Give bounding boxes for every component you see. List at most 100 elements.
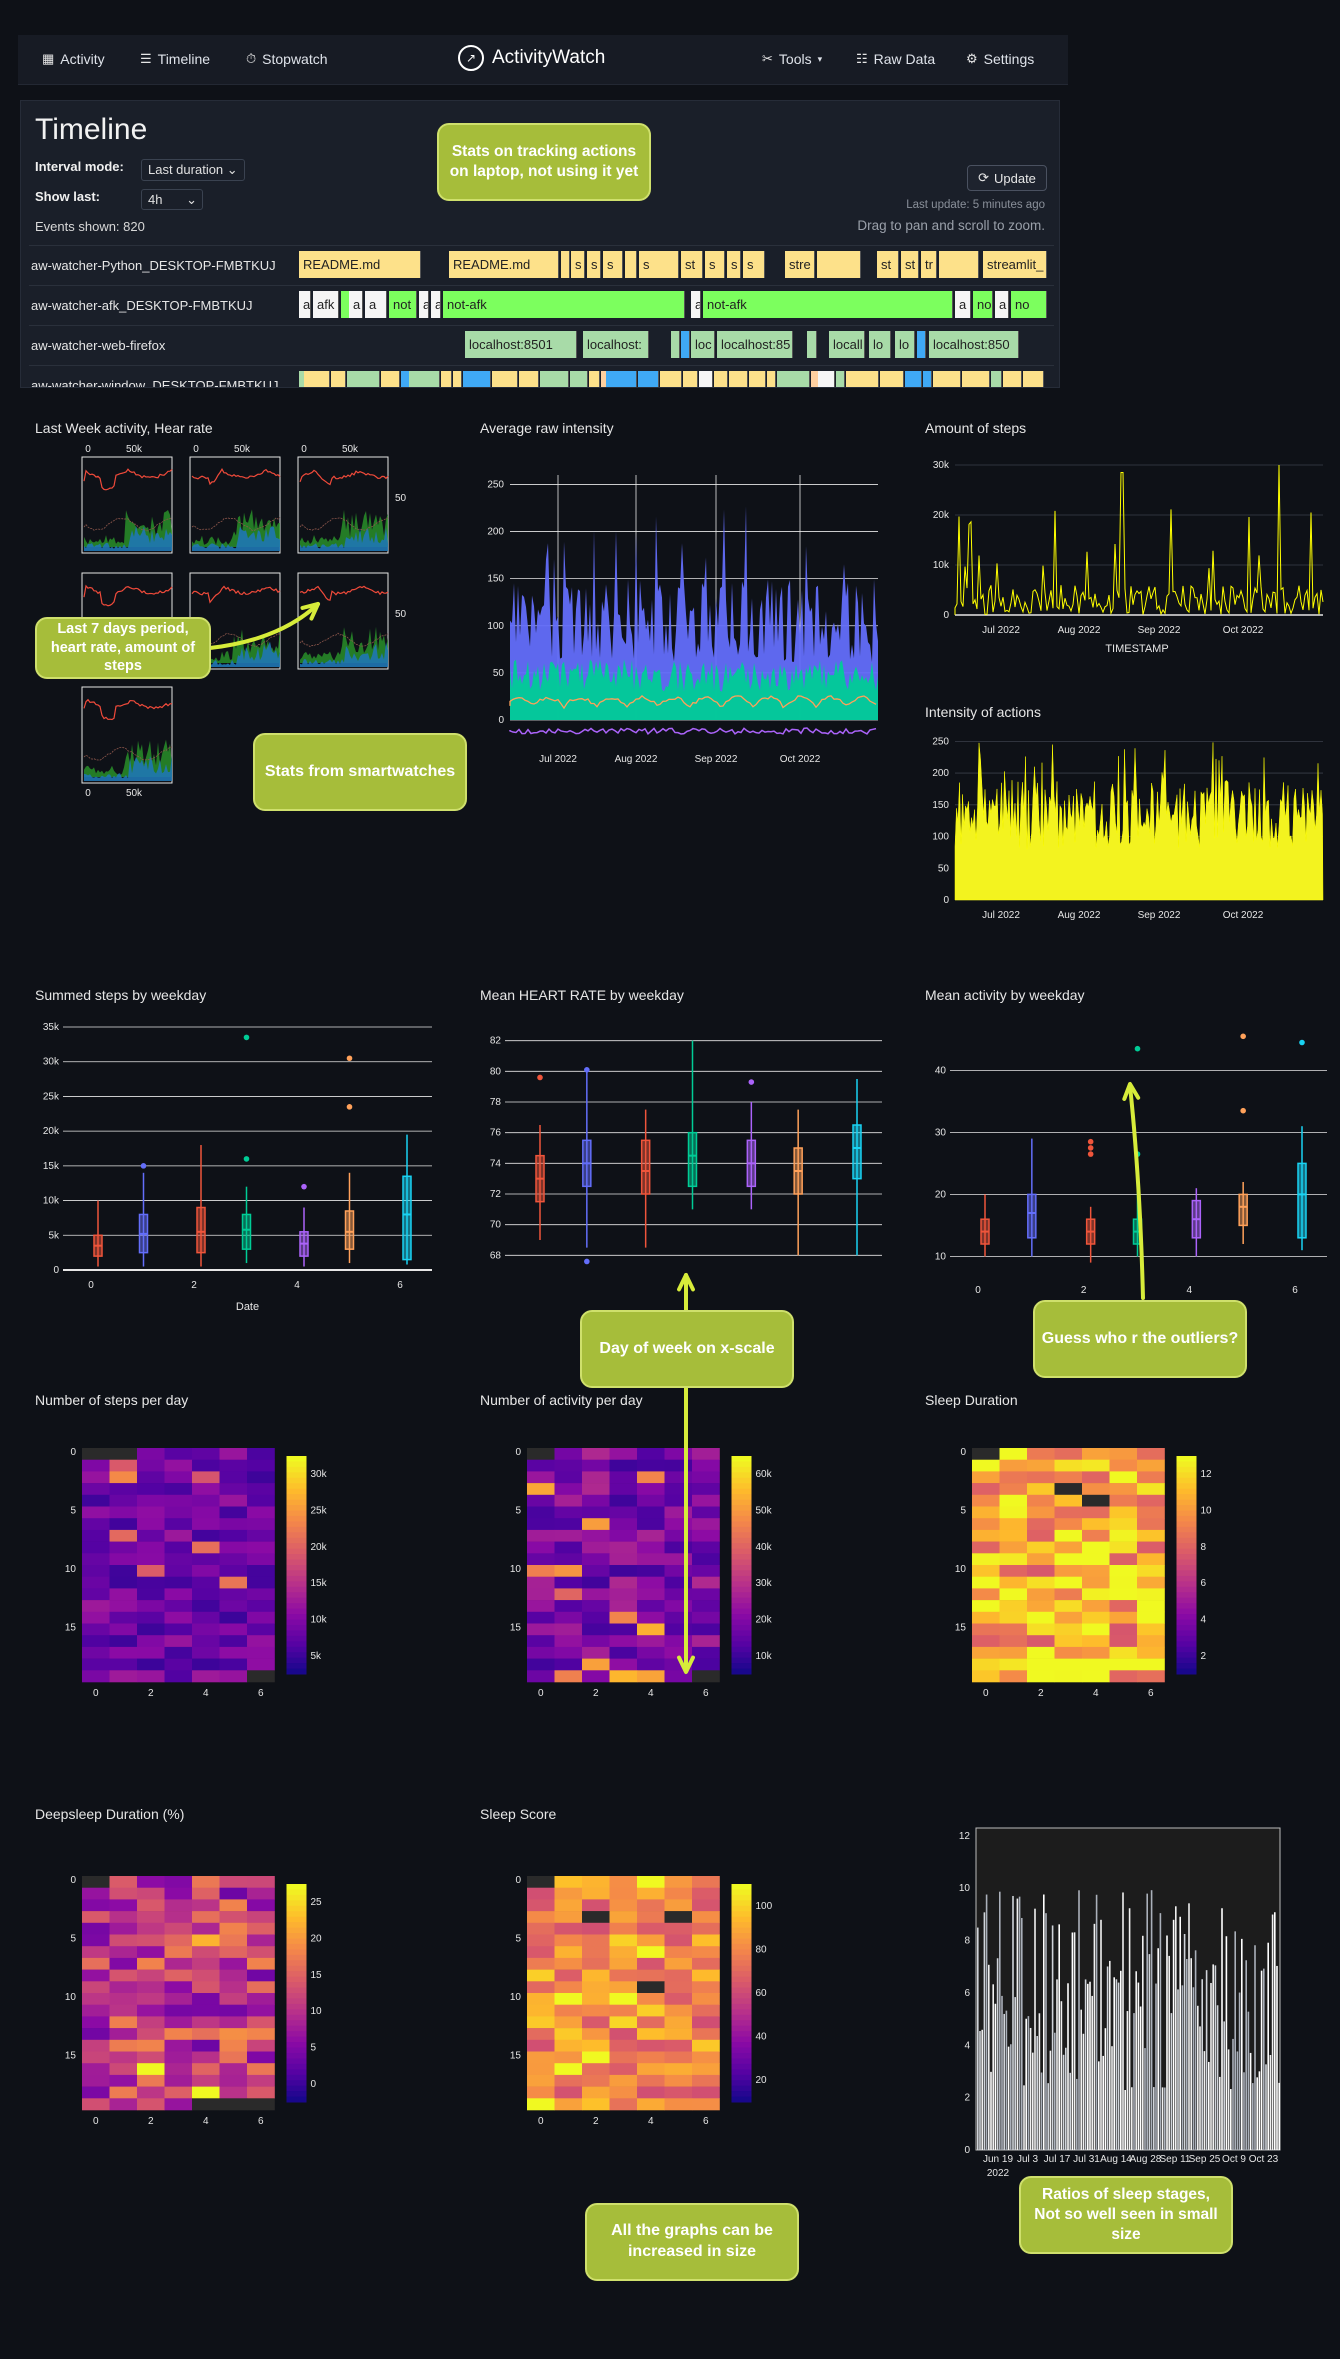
timeline-event[interactable]: a xyxy=(365,291,387,318)
timeline-event[interactable]: loc xyxy=(691,331,715,358)
nav-timeline[interactable]: ☰ Timeline xyxy=(140,51,210,67)
timeline-event[interactable] xyxy=(807,331,817,358)
timeline-event[interactable]: a xyxy=(955,291,971,318)
timeline-event[interactable] xyxy=(681,331,690,358)
summed-steps-boxplot[interactable]: 0 5k 10k 15k 20k 25k 30k 35k 0 2 4 6 Date xyxy=(30,1005,440,1325)
timeline-event[interactable]: s xyxy=(639,251,679,278)
timeline-event[interactable]: s xyxy=(743,251,765,278)
timeline-event[interactable]: s xyxy=(705,251,725,278)
timeline-event[interactable] xyxy=(625,251,637,278)
timeline-event[interactable]: st xyxy=(681,251,703,278)
timeline-event[interactable] xyxy=(1003,371,1022,387)
timeline-event[interactable] xyxy=(729,371,748,387)
timeline-event[interactable] xyxy=(880,371,904,387)
timeline-event[interactable] xyxy=(1023,371,1044,387)
timeline-event[interactable]: lo xyxy=(869,331,891,358)
timeline-event[interactable]: s xyxy=(603,251,623,278)
mean-activity-boxplot[interactable]: 102030400246Date xyxy=(915,1005,1335,1325)
timeline-event[interactable] xyxy=(409,371,440,387)
timeline-event[interactable]: tr xyxy=(921,251,937,278)
timeline-track[interactable]: localhost:8501 localhost: loc localhost:85 l… xyxy=(299,329,1051,361)
timeline-event[interactable] xyxy=(638,371,659,387)
timeline-event[interactable] xyxy=(561,251,570,278)
timeline-event[interactable]: streamlit_ xyxy=(983,251,1047,278)
timeline-event[interactable]: st xyxy=(877,251,899,278)
nav-stopwatch[interactable]: ⏱ Stopwatch xyxy=(246,51,328,67)
timeline-event[interactable] xyxy=(540,371,569,387)
timeline-event[interactable] xyxy=(492,371,518,387)
timeline-event[interactable] xyxy=(570,371,588,387)
nav-tools[interactable]: ✂ Tools ▾ xyxy=(762,51,822,67)
timeline-event[interactable] xyxy=(818,371,835,387)
timeline-event[interactable]: lo xyxy=(895,331,915,358)
timeline-event[interactable]: s xyxy=(727,251,741,278)
sleep-duration-heatmap[interactable]: 0 5 10 15 0 2 4 6 2 4 6 8 10 12 xyxy=(930,1430,1340,1710)
timeline-event[interactable] xyxy=(846,371,879,387)
intensity-of-actions-chart[interactable]: 0 50 100 150 200 250 Jul 2022 Aug 2022 Sep 2022 O… xyxy=(915,725,1335,930)
sleep-stages-ratio-chart[interactable]: 0 2 4 6 8 10 12 Jun 19 Jul 3 Jul 17 Jul 31 Aug 14Au… xyxy=(930,1820,1290,2180)
timeline-event[interactable]: localhost: xyxy=(583,331,649,358)
timeline-event[interactable] xyxy=(933,371,961,387)
timeline-event[interactable]: stre xyxy=(785,251,815,278)
timeline-event[interactable]: s xyxy=(587,251,601,278)
timeline-event[interactable] xyxy=(967,371,990,387)
timeline-track[interactable] xyxy=(299,369,1051,387)
timeline-event[interactable] xyxy=(606,371,637,387)
timeline-event[interactable]: a xyxy=(299,291,311,318)
timeline-event[interactable] xyxy=(714,371,728,387)
timeline-event[interactable]: README.md xyxy=(449,251,559,278)
timeline-event[interactable]: st xyxy=(901,251,919,278)
timeline-event[interactable]: README.md xyxy=(299,251,421,278)
timeline-event[interactable] xyxy=(671,331,680,358)
timeline-event[interactable] xyxy=(939,251,979,278)
nav-raw-data[interactable]: ☷ Raw Data xyxy=(856,51,935,67)
nav-activity[interactable]: ▦ Activity xyxy=(42,51,105,67)
interval-mode-select[interactable]: Last duration ⌄ xyxy=(141,159,245,181)
timeline-event[interactable]: no xyxy=(1011,291,1047,318)
activity-per-day-heatmap[interactable]: 0 5 10 15 0 2 4 6 10k 20k 30k 40k 50k 60k xyxy=(485,1430,895,1710)
timeline-event[interactable] xyxy=(917,331,926,358)
timeline-event[interactable]: localhost:8501 xyxy=(465,331,577,358)
timeline-track[interactable]: README.md README.md s s s s st s s s stre st st tr str… xyxy=(299,249,1051,281)
timeline-event[interactable]: afk xyxy=(313,291,339,318)
timeline-event[interactable] xyxy=(905,371,922,387)
timeline-event[interactable] xyxy=(660,371,682,387)
timeline-event[interactable] xyxy=(441,371,452,387)
timeline-event[interactable] xyxy=(589,371,600,387)
timeline-event[interactable] xyxy=(777,371,810,387)
timeline-event[interactable]: locall xyxy=(829,331,865,358)
timeline-event[interactable]: a xyxy=(995,291,1009,318)
timeline-event[interactable] xyxy=(381,371,400,387)
timeline-event[interactable] xyxy=(836,371,845,387)
timeline-event[interactable] xyxy=(331,371,346,387)
timeline-event[interactable] xyxy=(991,371,1002,387)
timeline-event[interactable]: localhost:850 xyxy=(929,331,1019,358)
mean-heart-rate-boxplot[interactable]: 68707274767880820246 xyxy=(470,1005,890,1285)
timeline-event[interactable] xyxy=(471,371,491,387)
timeline-event[interactable]: localhost:85 xyxy=(717,331,793,358)
timeline-event[interactable]: no xyxy=(973,291,993,318)
steps-per-day-heatmap[interactable]: 0 5 10 15 0 2 4 6 5k 10k 15k 20k 25k 30k xyxy=(40,1430,450,1710)
update-button[interactable]: ⟳ Update xyxy=(967,165,1047,191)
brand-logo[interactable]: ↗ ActivityWatch xyxy=(458,45,605,71)
timeline-event[interactable] xyxy=(699,371,713,387)
timeline-event[interactable] xyxy=(304,371,330,387)
timeline-event[interactable] xyxy=(749,371,766,387)
deepsleep-heatmap[interactable]: 0 5 10 15 0 2 4 6 0 5 10 15 20 25 xyxy=(40,1858,450,2128)
timeline-event[interactable] xyxy=(453,371,462,387)
timeline-event[interactable] xyxy=(923,371,932,387)
timeline-event[interactable]: not-afk xyxy=(703,291,953,318)
timeline-event[interactable]: s xyxy=(571,251,585,278)
timeline-event[interactable]: a xyxy=(419,291,429,318)
amount-of-steps-chart[interactable]: 0 10k 20k 30k Jul 2022 Aug 2022 Sep 2022 Oct 20… xyxy=(915,440,1335,680)
timeline-event[interactable] xyxy=(519,371,539,387)
nav-settings[interactable]: ⚙ Settings xyxy=(966,51,1034,67)
timeline-event[interactable]: not-afk xyxy=(443,291,685,318)
avg-raw-intensity-chart[interactable]: 0 50 100 150 200 250 Jul 2022 Aug 2022 Sep 2022 O… xyxy=(470,440,890,780)
show-last-select[interactable]: 4h ⌄ xyxy=(141,189,203,210)
sleep-score-heatmap[interactable]: 0 5 10 15 0 2 4 6 20 40 60 80 100 xyxy=(485,1858,895,2128)
timeline-event[interactable]: not xyxy=(389,291,417,318)
timeline-event[interactable] xyxy=(347,371,380,387)
timeline-event[interactable]: a xyxy=(349,291,363,318)
